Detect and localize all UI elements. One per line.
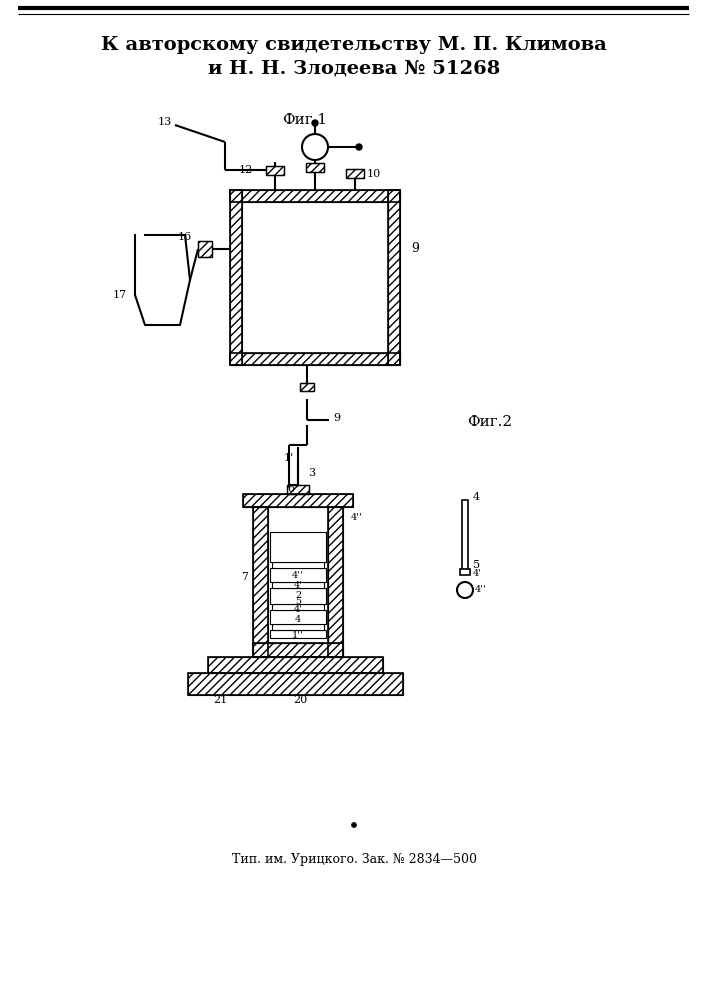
Bar	[253, 643, 343, 657]
Text: Фиг.1: Фиг.1	[282, 113, 327, 127]
Bar	[270, 588, 326, 604]
Bar	[272, 562, 324, 568]
Bar	[306, 163, 324, 172]
Text: 1'': 1''	[292, 631, 304, 640]
Text: 4: 4	[473, 492, 480, 502]
Bar	[230, 190, 400, 202]
Bar	[253, 643, 343, 657]
Bar	[253, 507, 268, 657]
Bar	[253, 507, 268, 657]
Bar	[198, 241, 212, 257]
Bar	[300, 383, 314, 391]
Text: Тип. им. Урицкого. Зак. № 2834—500: Тип. им. Урицкого. Зак. № 2834—500	[231, 854, 477, 866]
Text: 4': 4'	[293, 580, 303, 589]
Bar	[460, 569, 470, 575]
Text: 7: 7	[242, 572, 248, 582]
Bar	[270, 610, 326, 624]
Bar	[188, 673, 403, 695]
Polygon shape	[135, 235, 190, 325]
Bar	[266, 166, 284, 175]
Bar	[346, 169, 364, 178]
Bar	[230, 190, 242, 365]
Text: 4: 4	[295, 615, 301, 624]
Text: 1': 1'	[284, 453, 294, 463]
Bar	[198, 241, 212, 257]
Bar	[208, 657, 383, 673]
Text: 9: 9	[411, 241, 419, 254]
Text: 2: 2	[295, 590, 301, 599]
Bar	[306, 163, 324, 172]
Bar	[208, 657, 383, 673]
Bar	[243, 494, 353, 507]
Text: 17: 17	[113, 290, 127, 300]
Bar	[230, 353, 400, 365]
Text: 4'': 4''	[475, 585, 486, 594]
Bar	[272, 624, 324, 630]
Bar	[230, 353, 400, 365]
Bar	[388, 190, 400, 365]
Text: 13: 13	[158, 117, 172, 127]
Bar	[388, 190, 400, 365]
Text: 10: 10	[367, 169, 381, 179]
Text: 21: 21	[213, 695, 227, 705]
Bar	[270, 630, 326, 638]
Bar	[242, 202, 388, 353]
Bar	[287, 485, 309, 494]
Circle shape	[351, 822, 356, 828]
Text: 5: 5	[473, 560, 480, 570]
Bar	[287, 485, 309, 494]
Bar	[230, 190, 242, 365]
Bar	[188, 673, 403, 695]
Text: 20: 20	[293, 695, 307, 705]
Text: Фиг.2: Фиг.2	[467, 415, 513, 429]
Text: 4'': 4''	[351, 512, 363, 522]
Text: 16: 16	[177, 232, 192, 242]
Text: 6: 6	[287, 484, 294, 494]
Bar	[268, 507, 328, 643]
Bar	[328, 507, 343, 657]
Text: 5: 5	[295, 597, 301, 606]
Circle shape	[312, 120, 318, 126]
Bar	[270, 532, 326, 562]
Text: 4': 4'	[293, 605, 303, 614]
Bar	[270, 568, 326, 582]
Text: 12: 12	[239, 165, 253, 175]
Bar	[272, 582, 324, 588]
Text: К авторскому свидетельству М. П. Климова: К авторскому свидетельству М. П. Климова	[101, 36, 607, 54]
Text: 4'': 4''	[292, 570, 304, 580]
Bar	[266, 166, 284, 175]
Circle shape	[302, 134, 328, 160]
Text: 3: 3	[308, 468, 315, 478]
Bar	[230, 190, 400, 202]
Text: и Н. Н. Злодеева № 51268: и Н. Н. Злодеева № 51268	[208, 59, 500, 77]
Bar	[462, 500, 468, 570]
Text: 9: 9	[333, 413, 340, 423]
Bar	[346, 169, 364, 178]
Bar	[272, 604, 324, 610]
Circle shape	[356, 144, 362, 150]
Bar	[328, 507, 343, 657]
Bar	[300, 383, 314, 391]
Bar	[243, 494, 353, 507]
Circle shape	[457, 582, 473, 598]
Text: 4': 4'	[473, 568, 482, 578]
